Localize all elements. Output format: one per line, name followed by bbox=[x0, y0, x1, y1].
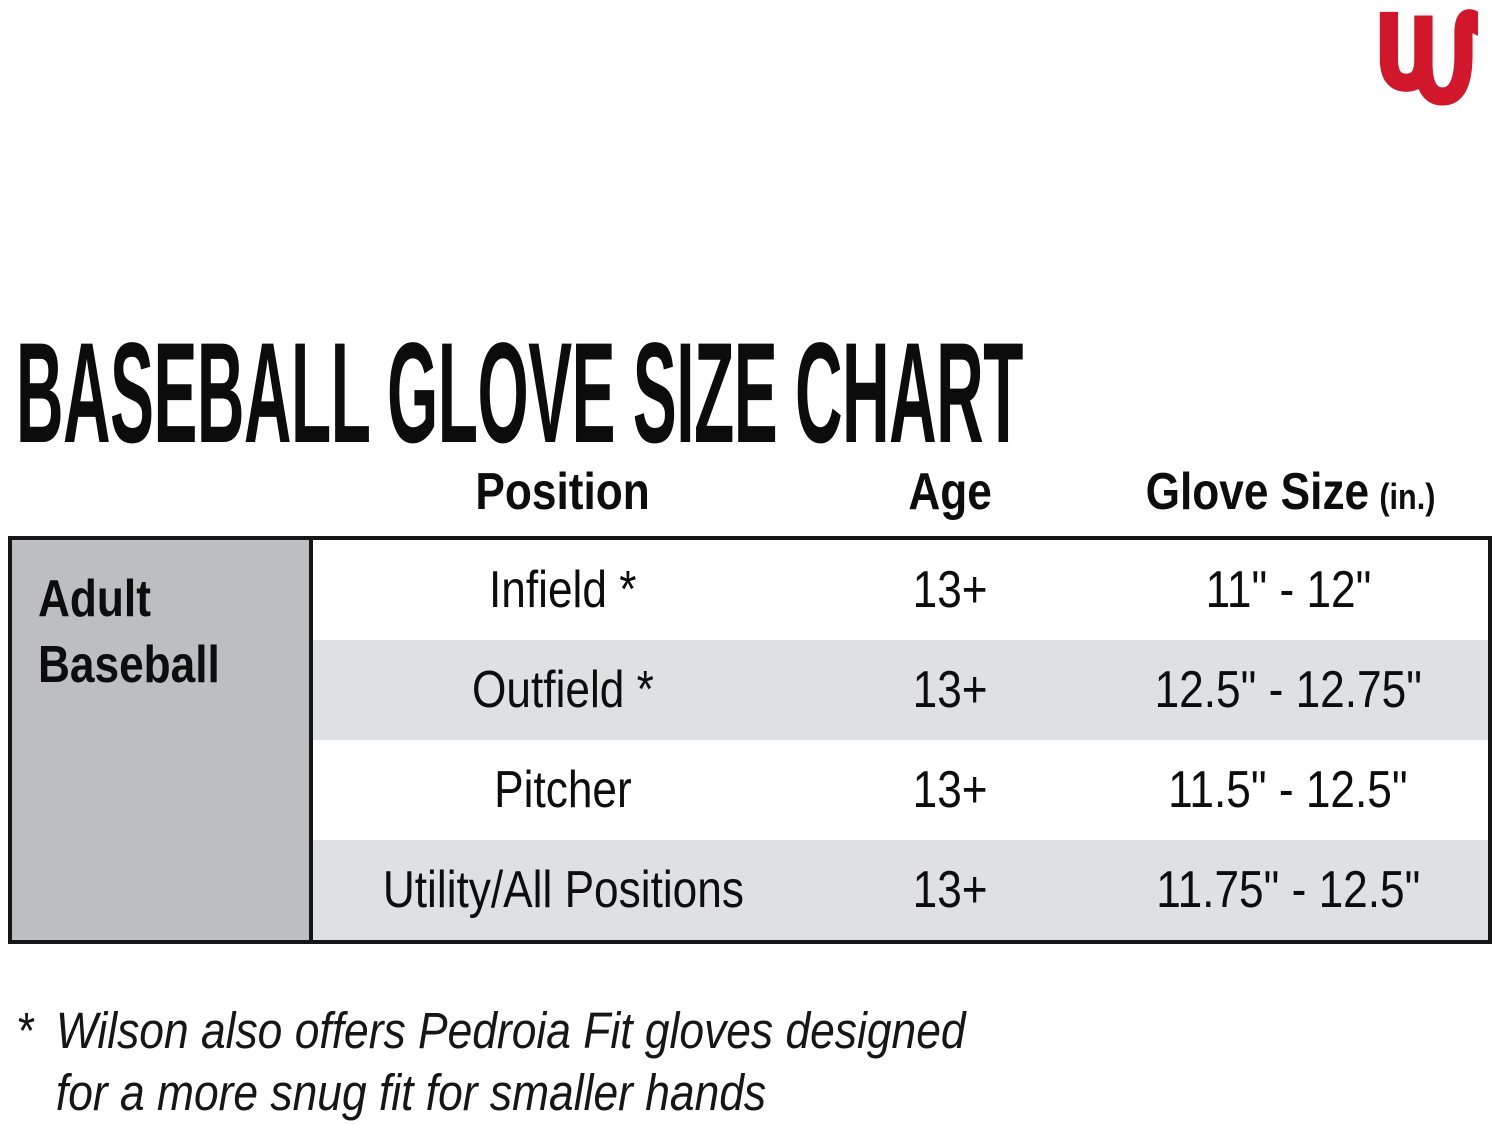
cell-age-pitcher-text: 13+ bbox=[913, 761, 988, 819]
column-header-glove-size-unit: (in.) bbox=[1378, 476, 1435, 517]
footnote: * Wilson also offers Pedroia Fit gloves … bbox=[16, 1000, 966, 1124]
cell-age-outfield: 13+ bbox=[813, 640, 1088, 740]
row-group-label-line2: Baseball bbox=[38, 636, 220, 694]
column-header-position-label: Position bbox=[475, 463, 651, 521]
cell-position-outfield: Outfield * bbox=[313, 640, 813, 740]
cell-position-outfield-text: Outfield * bbox=[472, 661, 654, 719]
logo-stroke-right bbox=[1414, 9, 1478, 106]
footnote-line1: Wilson also offers Pedroia Fit gloves de… bbox=[55, 1002, 966, 1059]
footnote-asterisk: * bbox=[16, 1002, 34, 1059]
row-group-cell-adult-baseball: Adult Baseball bbox=[12, 540, 313, 940]
cell-glove-size-outfield-text: 12.5" - 12.75" bbox=[1154, 661, 1422, 719]
column-header-glove-size-label: Glove Size bbox=[1145, 463, 1369, 521]
cell-glove-size-outfield: 12.5" - 12.75" bbox=[1088, 640, 1488, 740]
cell-position-pitcher: Pitcher bbox=[313, 740, 813, 840]
wilson-logo-icon bbox=[1379, 9, 1478, 106]
cell-age-utility-text: 13+ bbox=[913, 861, 988, 919]
cell-position-infield-text: Infield * bbox=[489, 561, 637, 619]
column-header-position: Position bbox=[313, 462, 813, 522]
column-header-age-label: Age bbox=[908, 463, 993, 521]
column-header-age: Age bbox=[813, 462, 1088, 522]
cell-position-utility-text: Utility/All Positions bbox=[382, 861, 744, 919]
cell-age-utility: 13+ bbox=[813, 840, 1088, 940]
cell-position-pitcher-text: Pitcher bbox=[494, 761, 632, 819]
cell-age-infield-text: 13+ bbox=[913, 561, 988, 619]
cell-position-infield: Infield * bbox=[313, 540, 813, 640]
footnote-line2: for a more snug fit for smaller hands bbox=[55, 1064, 767, 1121]
column-header-glove-size: Glove Size (in.) bbox=[1088, 462, 1492, 522]
cell-glove-size-infield: 11" - 12" bbox=[1088, 540, 1488, 640]
table-header-row: Position Age Glove Size (in.) bbox=[8, 452, 1492, 532]
cell-age-pitcher: 13+ bbox=[813, 740, 1088, 840]
page-title: BASEBALL GLOVE SIZE CHART bbox=[16, 313, 1023, 473]
size-table: Adult Baseball Infield * 13+ 11" - 12" O… bbox=[8, 536, 1492, 944]
cell-glove-size-utility-text: 11.75" - 12.5" bbox=[1155, 861, 1421, 919]
cell-glove-size-pitcher: 11.5" - 12.5" bbox=[1088, 740, 1488, 840]
cell-glove-size-pitcher-text: 11.5" - 12.5" bbox=[1168, 761, 1408, 819]
cell-position-utility: Utility/All Positions bbox=[313, 840, 813, 940]
cell-age-outfield-text: 13+ bbox=[913, 661, 988, 719]
cell-glove-size-utility: 11.75" - 12.5" bbox=[1088, 840, 1488, 940]
row-group-label-line1: Adult bbox=[38, 570, 151, 628]
cell-glove-size-infield-text: 11" - 12" bbox=[1205, 561, 1371, 619]
cell-age-infield: 13+ bbox=[813, 540, 1088, 640]
